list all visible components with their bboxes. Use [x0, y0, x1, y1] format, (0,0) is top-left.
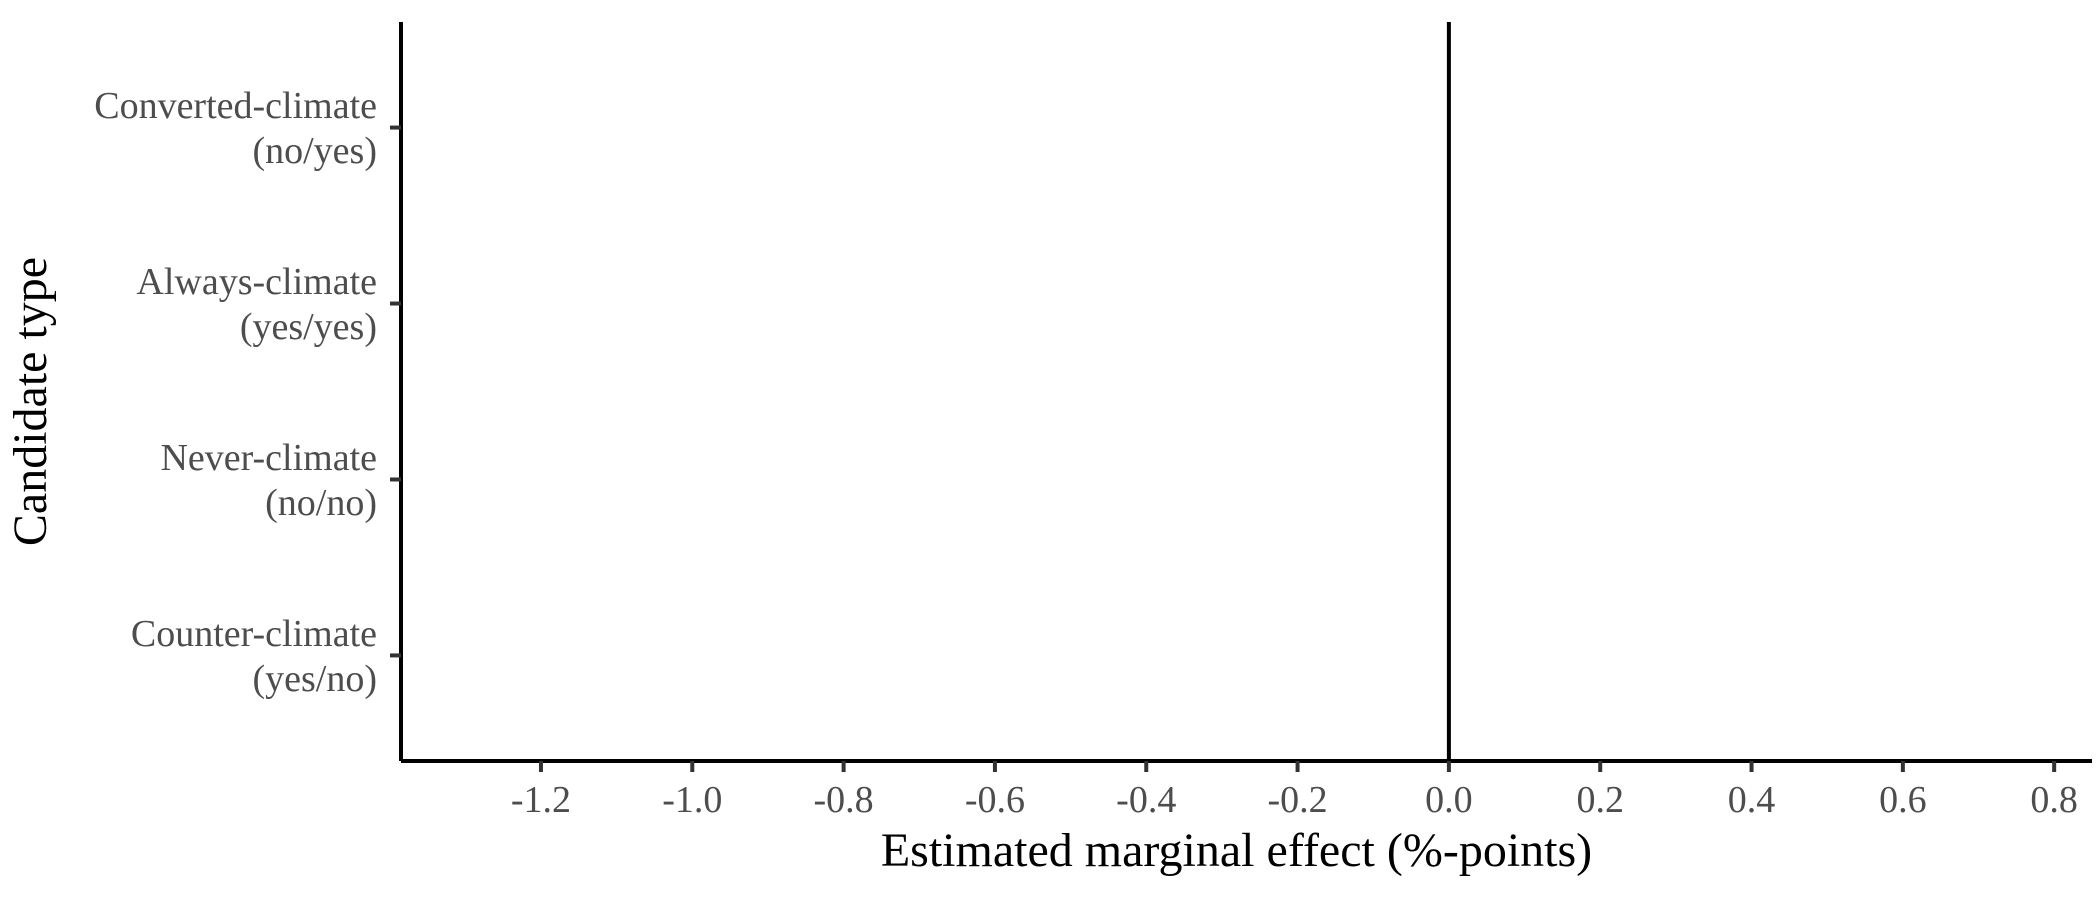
x-tick-label: 0.4 — [1728, 779, 1776, 821]
x-tick-label: -0.8 — [814, 779, 874, 821]
y-tick-label: Counter-climate (yes/no) — [131, 613, 377, 700]
y-tick-label-line: (no/yes) — [252, 130, 377, 172]
x-tick-label: -1.0 — [662, 779, 722, 821]
x-tick-label: -1.2 — [511, 779, 571, 821]
axis-titles: Estimated marginal effect (%-points) Can… — [4, 257, 1592, 877]
y-axis-title: Candidate type — [4, 257, 57, 546]
y-tick-label: Never-climate (no/no) — [160, 437, 377, 524]
x-tick-label: 0.6 — [1879, 779, 1927, 821]
y-tick-label: Converted-climate (no/yes) — [94, 85, 377, 172]
x-tick-label: -0.2 — [1267, 779, 1327, 821]
x-tick-label: 0.0 — [1425, 779, 1473, 821]
axes — [399, 22, 2092, 763]
x-tick-label: -0.4 — [1116, 779, 1176, 821]
y-tick-label-line: (yes/yes) — [240, 306, 377, 348]
x-tick-label: 0.2 — [1576, 779, 1624, 821]
x-axis-title: Estimated marginal effect (%-points) — [881, 824, 1592, 877]
tick-labels: -1.2 -1.0 -0.8 -0.6 -0.4 -0.2 0.0 0.2 0.4 0.6 0.8 C… — [94, 85, 2078, 821]
y-tick-label-line: (yes/no) — [252, 658, 377, 700]
ticks — [390, 125, 2057, 772]
y-tick-label-line: Always-climate — [136, 261, 377, 303]
y-tick-label-line: Converted-climate — [94, 85, 377, 127]
x-tick-label: -0.6 — [965, 779, 1025, 821]
y-tick-label: Always-climate (yes/yes) — [136, 261, 377, 348]
x-tick-label: 0.8 — [2030, 779, 2078, 821]
y-tick-label-line: Never-climate — [160, 437, 377, 479]
y-tick-label-line: (no/no) — [265, 482, 377, 524]
y-tick-label-line: Counter-climate — [131, 613, 377, 655]
